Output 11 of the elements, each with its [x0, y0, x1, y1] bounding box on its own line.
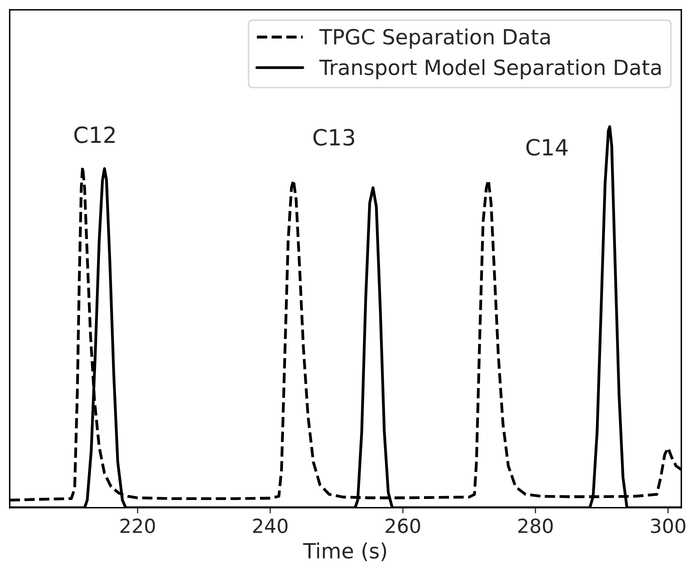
- annotation: C12: [74, 126, 115, 144]
- x-tick-label: 260: [386, 518, 420, 534]
- annotation: C14: [526, 138, 568, 156]
- legend-label: Transport Model Separation Data: [319, 59, 661, 80]
- x-axis-title: Time (s): [303, 542, 386, 562]
- annotation: C13: [313, 128, 354, 146]
- x-tick-label: 240: [253, 518, 288, 534]
- legend-label: TPGC Separation Data: [319, 28, 550, 49]
- x-tick-label: 220: [120, 518, 155, 534]
- x-tick-label: 280: [518, 518, 553, 534]
- x-tick-label: 300: [650, 518, 686, 534]
